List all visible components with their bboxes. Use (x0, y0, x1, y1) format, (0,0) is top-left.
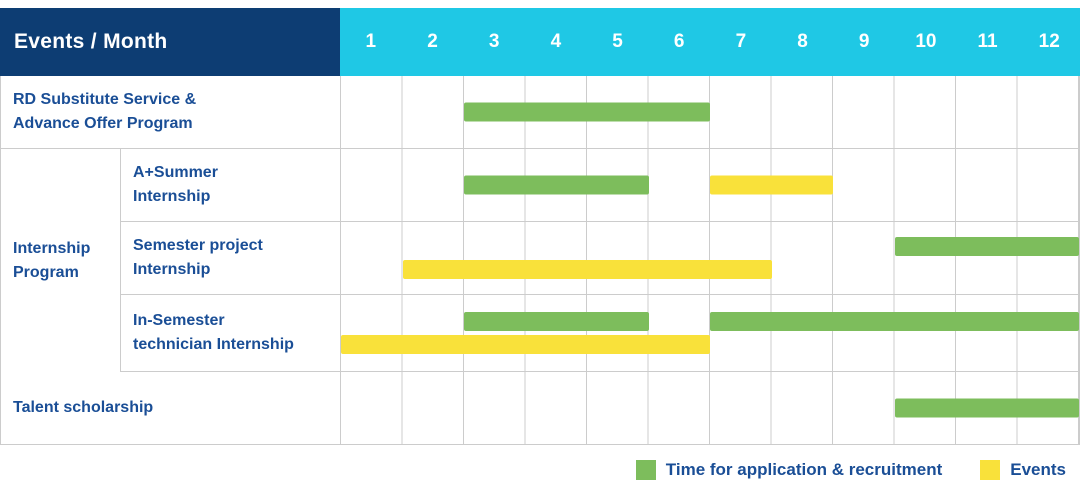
gantt-body: RD Substitute Service & Advance Offer Pr… (0, 76, 1080, 445)
row-label-line: Talent scholarship (13, 399, 154, 416)
month-header-3: 3 (488, 31, 500, 52)
chart-row-semester-project-internship (341, 222, 1079, 294)
application-period-bar (710, 312, 1079, 331)
legend-swatch-application (635, 460, 656, 480)
group-label-internship-program: Internship Program (1, 149, 121, 372)
legend-label: Events (1010, 460, 1066, 479)
month-header-6: 6 (673, 31, 685, 52)
row-label-line: RD Substitute Service & (13, 91, 197, 108)
row-label-line: Internship (133, 261, 211, 278)
month-header-12: 12 (1038, 31, 1060, 52)
legend-swatch-events (980, 460, 1001, 480)
month-header-5: 5 (612, 31, 623, 52)
row-label-line: Internship (133, 188, 211, 205)
row-label-semester-project-internship: Semester project Internship (121, 222, 341, 294)
legend-item-events: Events (980, 460, 1066, 480)
month-header-11: 11 (977, 31, 998, 52)
row-semester-project-internship: Semester project Internship (121, 222, 1079, 295)
row-label-line: A+Summer (133, 164, 218, 181)
group-rows: A+Summer Internship Semester project Int… (121, 149, 1079, 372)
row-label-talent-scholarship: Talent scholarship (1, 372, 341, 444)
month-header-8: 8 (797, 31, 808, 52)
legend-item-application: Time for application & recruitment (635, 460, 943, 480)
row-a-plus-summer-internship: A+Summer Internship (121, 149, 1079, 222)
row-label-rd-substitute: RD Substitute Service & Advance Offer Pr… (1, 76, 341, 148)
row-label-in-semester-technician-internship: In-Semester technician Internship (121, 295, 341, 371)
chart-row-talent-scholarship (341, 372, 1079, 444)
month-header-7: 7 (735, 31, 747, 52)
application-period-bar (464, 102, 710, 122)
table-title: Events / Month (0, 8, 340, 76)
application-period-bar (464, 312, 649, 331)
chart-row-a-plus-summer-internship (341, 149, 1079, 221)
month-header-9: 9 (858, 31, 870, 52)
row-label-a-plus-summer-internship: A+Summer Internship (121, 149, 341, 221)
month-header-row: 1 2 3 4 5 6 7 8 9 10 11 12 (340, 8, 1080, 76)
group-label-line: Internship (13, 239, 91, 257)
month-header-4: 4 (550, 31, 562, 52)
legend-label: Time for application & recruitment (665, 460, 943, 479)
month-header-2: 2 (427, 31, 438, 52)
row-label-line: technician Internship (133, 336, 294, 353)
header-row: Events / Month 1 2 3 4 5 6 7 8 9 10 11 12 (0, 8, 1080, 76)
row-talent-scholarship: Talent scholarship (1, 372, 1079, 445)
row-label-line: In-Semester (133, 312, 225, 329)
month-header-1: 1 (365, 31, 377, 52)
event-period-bar (710, 175, 833, 195)
row-label-line: Advance Offer Program (13, 115, 193, 132)
row-in-semester-technician-internship: In-Semester technician Internship (121, 295, 1079, 372)
row-rd-substitute: RD Substitute Service & Advance Offer Pr… (1, 76, 1079, 149)
application-period-bar (894, 398, 1079, 418)
legend: Time for application & recruitment Events (0, 450, 1066, 490)
group-internship-program: Internship Program A+Summer Internship S… (1, 149, 1079, 372)
event-period-bar (341, 335, 710, 354)
group-label-line: Program (13, 263, 79, 281)
chart-row-rd-substitute (341, 76, 1079, 148)
gantt-table: Events / Month 1 2 3 4 5 6 7 8 9 10 11 12 RD Substi… (0, 8, 1080, 445)
application-period-bar (464, 175, 649, 195)
month-header-10: 10 (915, 31, 937, 52)
chart-row-in-semester-technician-internship (341, 295, 1079, 371)
application-period-bar (894, 237, 1079, 256)
event-period-bar (402, 260, 772, 279)
row-label-line: Semester project (133, 237, 263, 254)
